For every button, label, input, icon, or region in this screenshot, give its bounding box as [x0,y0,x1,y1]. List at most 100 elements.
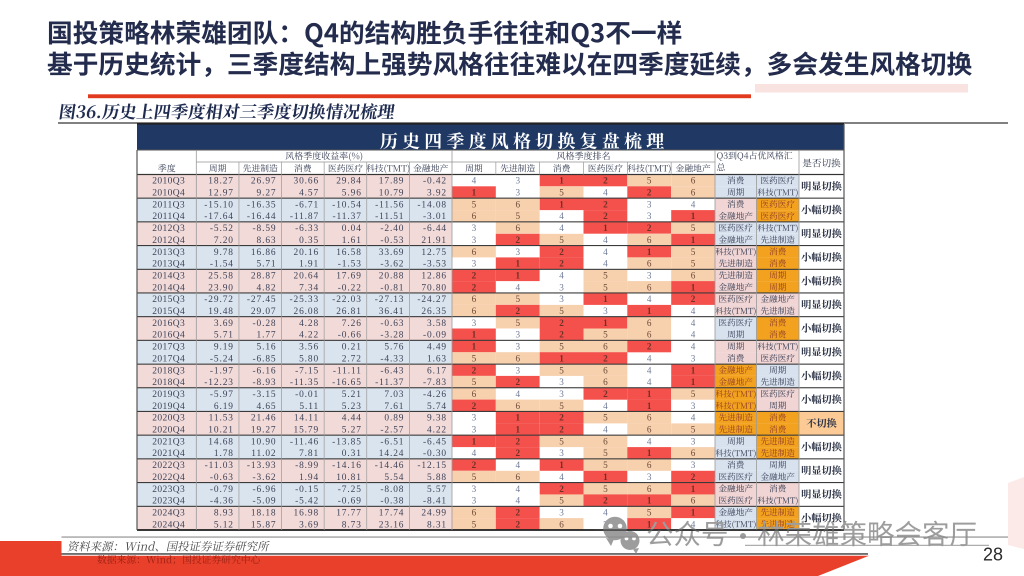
svg-text:3: 3 [559,448,564,458]
svg-text:2019Q4: 2019Q4 [152,402,185,412]
svg-text:4.82: 4.82 [256,283,276,293]
svg-text:2016Q4: 2016Q4 [152,331,185,341]
svg-text:4: 4 [691,318,696,328]
svg-text:-0.01: -0.01 [295,390,319,400]
svg-text:6: 6 [691,188,696,198]
svg-text:28.87: 28.87 [251,272,277,282]
svg-text:3: 3 [472,235,477,245]
svg-text:14.24: 14.24 [379,449,405,459]
svg-text:1: 1 [691,235,696,245]
svg-text:2.72: 2.72 [342,354,362,364]
svg-text:1: 1 [691,282,696,292]
svg-text:-5.42: -5.42 [295,497,319,507]
svg-text:1: 1 [516,271,521,281]
svg-text:-6.96: -6.96 [252,485,276,495]
svg-text:5: 5 [603,282,608,292]
svg-text:6: 6 [647,318,652,328]
svg-text:-11.46: -11.46 [290,437,319,447]
svg-text:6: 6 [516,223,521,233]
svg-text:5.12: 5.12 [214,520,234,530]
svg-text:1: 1 [647,389,652,399]
svg-text:2022Q3: 2022Q3 [152,461,185,471]
svg-text:-3.53: -3.53 [423,260,447,270]
svg-text:3: 3 [691,401,696,411]
svg-text:2: 2 [516,235,521,245]
svg-text:4: 4 [559,223,564,233]
svg-text:1: 1 [603,318,608,328]
svg-text:20.64: 20.64 [294,272,320,282]
svg-text:2: 2 [559,247,564,257]
svg-text:5.27: 5.27 [342,426,362,436]
svg-text:2018Q4: 2018Q4 [152,378,185,388]
svg-text:1: 1 [559,176,564,186]
svg-text:-16.35: -16.35 [247,200,277,210]
svg-text:2: 2 [516,519,521,529]
svg-text:15.87: 15.87 [251,520,277,530]
svg-text:-4.36: -4.36 [210,497,234,507]
svg-text:5: 5 [516,211,521,221]
svg-text:3: 3 [516,342,521,352]
svg-text:6: 6 [691,496,696,506]
svg-text:1.63: 1.63 [427,354,447,364]
svg-text:-0.81: -0.81 [380,283,404,293]
svg-text:9.27: 9.27 [256,189,276,199]
svg-text:1: 1 [472,188,477,198]
svg-text:3.69: 3.69 [299,520,319,530]
svg-text:-27.13: -27.13 [375,295,405,305]
svg-text:-1.97: -1.97 [210,366,234,376]
svg-text:23.16: 23.16 [379,520,405,530]
svg-text:20.88: 20.88 [379,272,405,282]
svg-text:1: 1 [691,365,696,375]
svg-text:2: 2 [603,211,608,221]
svg-text:-0.28: -0.28 [252,319,276,329]
svg-text:2: 2 [691,472,696,482]
svg-text:3: 3 [691,436,696,446]
svg-text:2: 2 [603,176,608,186]
svg-text:4: 4 [472,448,477,458]
svg-text:5.54: 5.54 [384,473,404,483]
svg-text:-0.79: -0.79 [210,485,234,495]
svg-text:4: 4 [603,425,608,435]
svg-text:5.23: 5.23 [342,402,362,412]
svg-text:7.34: 7.34 [299,283,319,293]
svg-text:3: 3 [691,460,696,470]
svg-text:-14.16: -14.16 [332,461,362,471]
svg-text:5: 5 [472,199,477,209]
svg-text:29.84: 29.84 [336,177,362,187]
svg-text:5: 5 [691,259,696,269]
svg-text:-6.43: -6.43 [380,366,404,376]
svg-text:-14.08: -14.08 [417,200,447,210]
svg-text:4: 4 [691,519,696,529]
svg-text:6: 6 [647,235,652,245]
svg-text:1: 1 [472,342,477,352]
svg-text:4: 4 [516,389,521,399]
svg-text:2: 2 [472,271,477,281]
svg-text:4: 4 [559,472,564,482]
svg-text:2: 2 [516,306,521,316]
svg-text:-4.26: -4.26 [423,390,447,400]
svg-text:3: 3 [472,413,477,423]
svg-text:2: 2 [647,188,652,198]
svg-text:1: 1 [516,425,521,435]
svg-text:3: 3 [516,188,521,198]
svg-text:8.31: 8.31 [427,520,447,530]
svg-text:-11.11: -11.11 [333,366,362,376]
svg-text:5: 5 [516,294,521,304]
svg-text:2013Q3: 2013Q3 [152,248,185,258]
svg-text:3: 3 [472,496,477,506]
svg-text:1: 1 [559,460,564,470]
svg-text:1: 1 [647,496,652,506]
svg-text:-0.38: -0.38 [380,497,404,507]
svg-text:25.58: 25.58 [208,272,234,282]
svg-text:18.18: 18.18 [251,509,277,519]
svg-text:4: 4 [647,377,652,387]
svg-text:2024Q4: 2024Q4 [152,520,185,530]
svg-text:33.69: 33.69 [379,248,405,258]
svg-text:-6.51: -6.51 [380,437,404,447]
svg-text:8.93: 8.93 [214,509,234,519]
svg-text:-5.97: -5.97 [210,390,234,400]
svg-text:6: 6 [647,282,652,292]
svg-text:5: 5 [559,436,564,446]
svg-text:6: 6 [472,247,477,257]
svg-text:4.65: 4.65 [256,402,276,412]
